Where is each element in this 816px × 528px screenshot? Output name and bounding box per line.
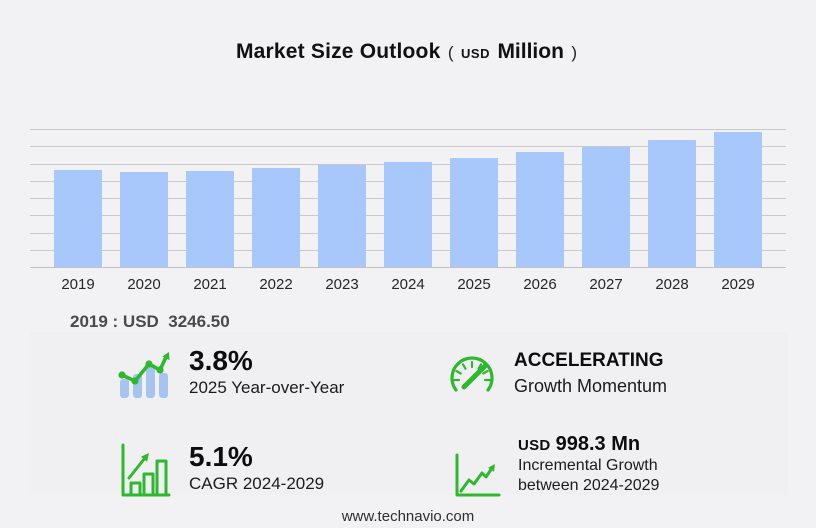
x-axis-tick-labels: 2019 2020 2021 2022 2023 2024 2025 2026 2027 2028…	[30, 276, 786, 293]
incremental-amount: 998.3 Mn	[555, 433, 641, 455]
title-unit: Million	[497, 40, 564, 63]
incremental-label-line2: between 2024-2029	[518, 477, 660, 494]
gridline	[30, 129, 786, 130]
bar-2019	[54, 170, 102, 268]
yoy-label: 2025 Year-over-Year	[189, 378, 345, 398]
title-paren-close: )	[571, 43, 578, 62]
yoy-value: 3.8%	[189, 345, 253, 376]
bar-2021	[186, 170, 234, 268]
x-axis-line	[30, 267, 786, 268]
trend-bars-icon	[118, 352, 170, 398]
growth-bars-icon	[121, 443, 171, 497]
title-currency: USD	[461, 46, 490, 61]
bar-2022	[252, 168, 300, 268]
base-year-value-callout: 2019 : USD 3246.50	[70, 312, 230, 331]
bar-2020	[120, 172, 168, 268]
x-tick-label: 2028	[655, 276, 689, 293]
incremental-value: USD 998.3 Mn	[518, 432, 659, 456]
x-tick-label: 2020	[127, 276, 161, 293]
cagr-value: 5.1%	[189, 441, 253, 472]
x-tick-label: 2024	[391, 276, 425, 293]
incremental-label-line1: Incremental Growth	[518, 457, 658, 474]
bar-2023	[318, 165, 366, 268]
stat-year-over-year: 3.8% 2025 Year-over-Year	[116, 346, 344, 400]
stat-growth-momentum: ACCELERATING Growth Momentum	[446, 350, 667, 402]
bar-series	[30, 122, 786, 268]
bar-2029	[714, 131, 762, 268]
bar-2028	[648, 139, 696, 268]
x-tick-label: 2019	[61, 276, 95, 293]
bar-2025	[450, 157, 498, 268]
incremental-currency: USD	[518, 437, 551, 454]
cagr-label: CAGR 2024-2029	[189, 474, 325, 494]
title-paren-open: (	[447, 43, 454, 62]
x-tick-label: 2029	[721, 276, 755, 293]
momentum-label: Growth Momentum	[514, 375, 668, 396]
line-growth-icon	[455, 453, 501, 497]
gauge-icon	[450, 356, 494, 392]
stats-panel: 3.8% 2025 Year-over-Year ACCELERATING Gr…	[30, 332, 788, 497]
bar-2024	[384, 161, 432, 268]
momentum-value: ACCELERATING	[514, 350, 664, 371]
x-tick-label: 2027	[589, 276, 623, 293]
chart-title: Market Size Outlook ( USD Million )	[0, 40, 816, 64]
gridline	[30, 146, 786, 148]
website-link: www.technavio.com	[341, 508, 475, 525]
chart-title-main: Market Size Outlook	[235, 40, 441, 63]
x-tick-label: 2023	[325, 276, 359, 293]
x-tick-label: 2021	[193, 276, 227, 293]
x-tick-label: 2026	[523, 276, 557, 293]
x-tick-label: 2022	[259, 276, 293, 293]
stat-cagr: 5.1% CAGR 2024-2029	[116, 442, 324, 499]
bar-chart-plot-area	[30, 122, 786, 268]
bar-2027	[582, 147, 630, 268]
bar-2026	[516, 152, 564, 268]
x-tick-label: 2025	[457, 276, 491, 293]
stat-incremental-growth: USD 998.3 Mn Incremental Growth between …	[450, 432, 659, 502]
